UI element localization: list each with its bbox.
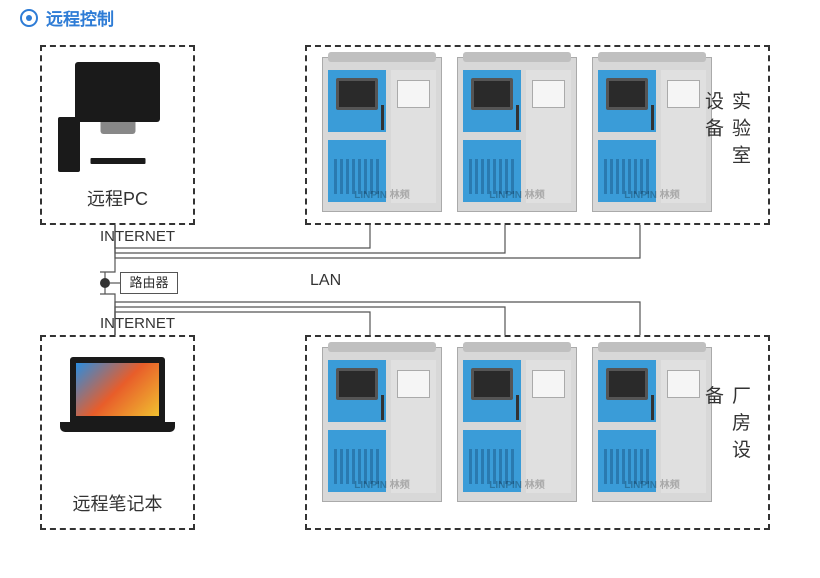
lab-equipment-box: LINPIN 林频 LINPIN 林频 [305,45,770,225]
target-icon [20,9,38,27]
router-label: 路由器 [120,272,178,294]
header-title: 远程控制 [46,5,114,30]
router-node-icon [100,278,110,288]
lan-label: LAN [310,272,341,290]
laptop-icon [58,357,178,457]
factory-label: 厂房设备 [699,385,753,481]
lab-label: 实验室设备 [699,91,753,179]
test-chamber-icon: LINPIN 林频 [322,347,442,502]
factory-chamber-row: LINPIN 林频 LINPIN 林频 [322,347,712,502]
factory-equipment-box: LINPIN 林频 LINPIN 林频 [305,335,770,530]
header: 远程控制 [20,5,114,30]
test-chamber-icon: LINPIN 林频 [592,347,712,502]
lab-chamber-row: LINPIN 林频 LINPIN 林频 [322,57,712,212]
pc-label: 远程PC [42,185,193,211]
desktop-pc-icon [63,62,173,172]
test-chamber-icon: LINPIN 林频 [592,57,712,212]
test-chamber-icon: LINPIN 林频 [457,347,577,502]
test-chamber-icon: LINPIN 林频 [322,57,442,212]
test-chamber-icon: LINPIN 林频 [457,57,577,212]
internet-label-bottom: INTERNET [100,315,175,332]
internet-label-top: INTERNET [100,228,175,245]
remote-pc-box: 远程PC [40,45,195,225]
remote-laptop-box: 远程笔记本 [40,335,195,530]
laptop-label: 远程笔记本 [42,490,193,516]
